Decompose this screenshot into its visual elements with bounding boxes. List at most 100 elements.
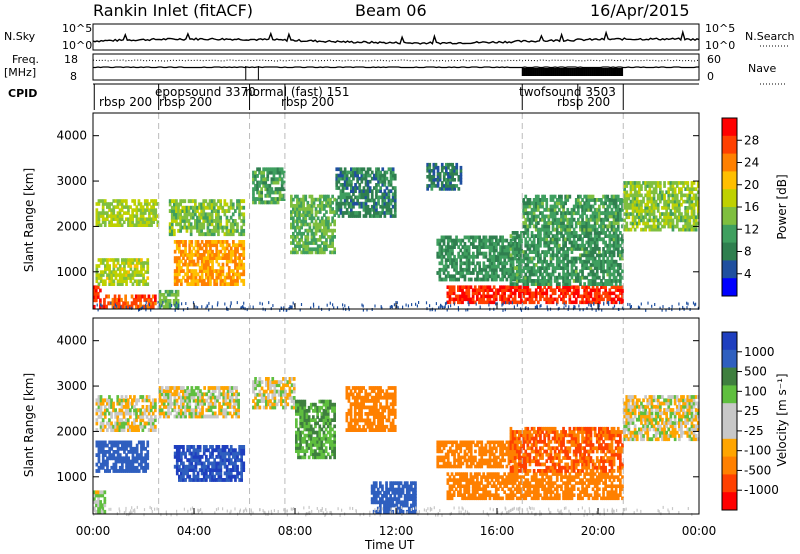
heat-cell — [137, 462, 141, 467]
heat-cell — [352, 173, 355, 178]
heat-cell — [457, 238, 460, 243]
heat-cell — [455, 169, 459, 173]
heat-cell — [343, 201, 347, 206]
heat-cell — [568, 285, 572, 289]
heat-cell — [457, 300, 460, 305]
heat-cell — [383, 192, 387, 197]
heat-cell — [238, 266, 241, 270]
heat-cell — [524, 300, 528, 305]
heat-cell — [206, 232, 210, 237]
heat-cell — [465, 297, 469, 302]
heat-cell — [642, 227, 645, 232]
heat-cell — [356, 214, 359, 218]
heat-cell — [179, 228, 182, 233]
heat-cell — [141, 214, 145, 218]
heat-cell — [577, 234, 580, 238]
heat-cell — [125, 456, 128, 461]
nsky-tick-bottom: 10^0 — [62, 39, 92, 52]
heat-cell — [452, 285, 456, 289]
heat-cell — [101, 220, 105, 224]
heat-cell — [114, 421, 117, 426]
heat-cell — [217, 275, 221, 280]
heat-cell — [294, 194, 297, 199]
heat-cell — [238, 256, 241, 260]
heat-cell — [598, 250, 601, 254]
heat-cell — [616, 243, 620, 248]
heat-cell — [570, 275, 574, 280]
heat-cell — [219, 225, 222, 230]
heat-speckle — [475, 302, 477, 306]
heat-cell — [364, 173, 368, 178]
heat-cell — [316, 197, 320, 202]
heat-speckle — [129, 306, 131, 310]
heat-cell — [463, 277, 467, 282]
heat-cell — [534, 279, 538, 283]
heat-speckle — [264, 308, 266, 312]
heat-cell — [198, 246, 202, 251]
heat-cell — [121, 440, 124, 445]
heat-cell — [113, 304, 117, 309]
heat-speckle — [201, 305, 203, 309]
heat-cell — [103, 297, 106, 302]
heat-cell — [579, 282, 582, 286]
heat-cell — [671, 190, 675, 195]
heat-cell — [106, 459, 109, 464]
heat-cell — [604, 288, 607, 292]
heat-cell — [198, 202, 201, 207]
heat-cell — [627, 193, 631, 198]
heat-cell — [97, 395, 101, 399]
heat-cell — [258, 193, 261, 198]
heat-cell — [467, 291, 471, 296]
heat-cell — [589, 269, 593, 274]
heat-cell — [633, 193, 637, 198]
heat-cell — [447, 162, 450, 167]
heat-cell — [212, 219, 216, 223]
heat-cell — [492, 274, 496, 279]
heat-cell — [447, 181, 450, 185]
heat-cell — [337, 214, 341, 218]
heat-cell — [290, 235, 293, 239]
heat-cell — [595, 234, 599, 238]
heat-cell — [164, 289, 168, 294]
heat-cell — [541, 237, 544, 242]
heat-cell — [612, 300, 616, 305]
heat-cell — [316, 204, 320, 208]
heat-cell — [610, 291, 614, 296]
heat-cell — [490, 264, 494, 269]
heat-cell — [537, 291, 540, 296]
heat-cell — [528, 201, 532, 206]
heat-cell — [383, 211, 387, 215]
heat-cell — [591, 282, 595, 286]
heat-cell — [518, 279, 521, 283]
heat-cell — [680, 212, 683, 216]
heat-cell — [627, 212, 631, 216]
heat-cell — [366, 195, 370, 200]
heat-cell — [181, 225, 185, 230]
heat-cell — [562, 253, 565, 258]
heat-speckle — [181, 302, 183, 306]
heat-speckle — [205, 306, 207, 310]
heat-cell — [393, 173, 397, 178]
heat-cell — [562, 207, 565, 212]
heat-cell — [593, 207, 597, 212]
heat-speckle — [224, 302, 226, 306]
heat-cell — [186, 272, 189, 277]
heat-cell — [656, 184, 660, 188]
heat-cell — [566, 217, 570, 222]
heat-cell — [114, 411, 117, 416]
heat-cell — [185, 225, 189, 230]
heat-cell — [352, 214, 355, 218]
heat-cell — [377, 189, 380, 193]
heat-cell — [635, 209, 639, 213]
heat-cell — [555, 259, 559, 264]
heat-cell — [106, 469, 109, 473]
heat-cell — [196, 278, 200, 283]
heat-cell — [661, 206, 664, 210]
heat-cell — [118, 217, 122, 221]
heat-cell — [447, 178, 450, 182]
heat-cell — [534, 198, 538, 202]
heat-cell — [131, 282, 135, 286]
heat-cell — [196, 249, 200, 254]
heat-cell — [537, 243, 540, 248]
heat-cell — [300, 213, 303, 217]
